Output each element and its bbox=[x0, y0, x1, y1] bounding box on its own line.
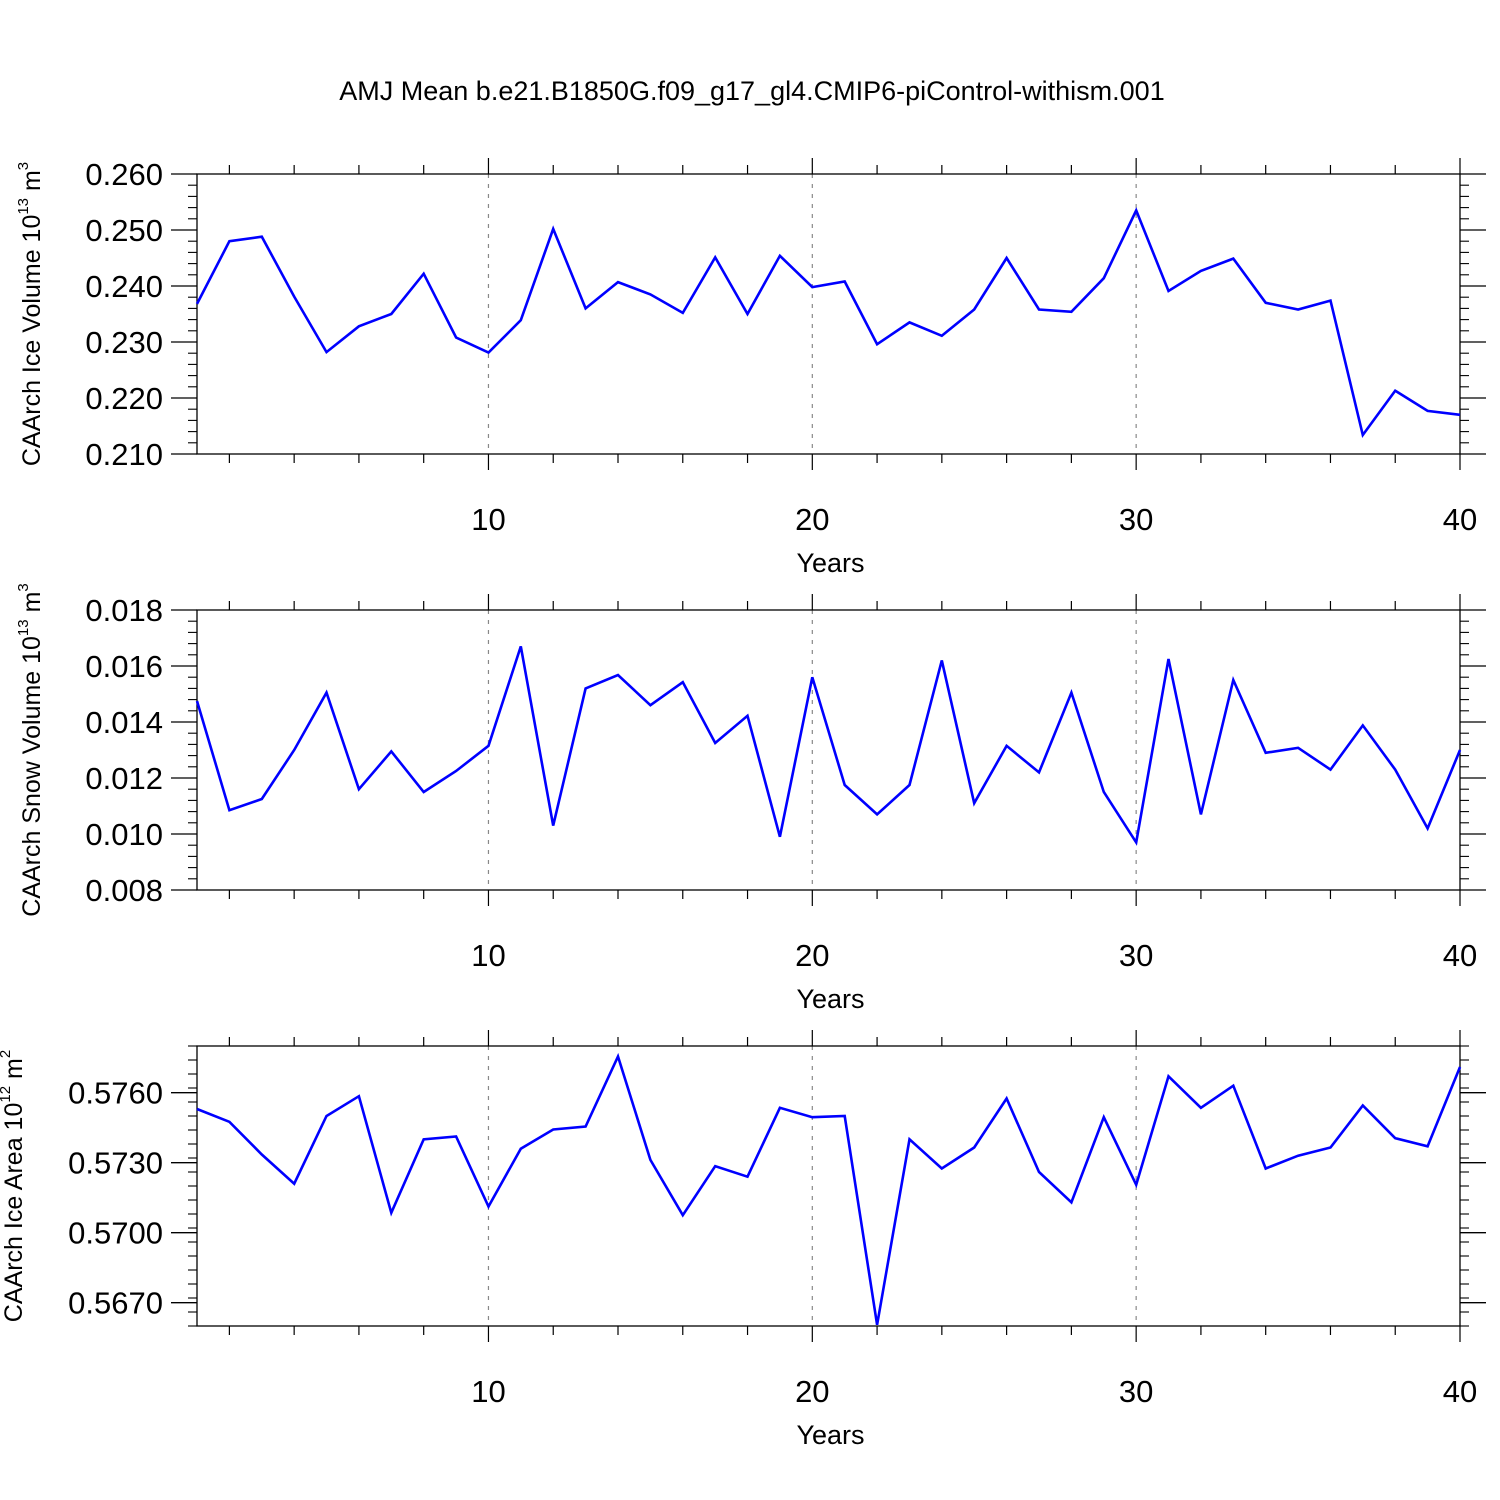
panel-2: 10 20 30 40 0.008 0.010 0.012 0.014 0.016 0.018 Ye… bbox=[15, 583, 1486, 1014]
x-axis-label: Years bbox=[796, 1420, 864, 1450]
y-tick-label: 0.014 bbox=[85, 705, 163, 740]
y-tick-label: 0.5670 bbox=[68, 1286, 163, 1321]
x-tick-label: 10 bbox=[471, 938, 505, 973]
plot-frame bbox=[196, 609, 1461, 891]
x-axis-label: Years bbox=[796, 984, 864, 1014]
y-tick-label: 0.240 bbox=[85, 269, 163, 304]
y-axis-label: CAArch Ice Volume 1013 m3 bbox=[15, 162, 46, 466]
plot-frame bbox=[196, 173, 1461, 455]
x-tick-label: 30 bbox=[1119, 502, 1153, 537]
y-tick-label: 0.5760 bbox=[68, 1076, 163, 1111]
y-tick-label: 0.5700 bbox=[68, 1216, 163, 1251]
series-line bbox=[195, 207, 1461, 439]
plot-frame bbox=[196, 1045, 1461, 1327]
panel-1: 10 20 30 40 0.210 0.220 0.230 0.240 0.250 0.260 Ye… bbox=[15, 157, 1486, 578]
y-tick-label: 0.210 bbox=[85, 437, 163, 472]
figure-title: AMJ Mean b.e21.B1850G.f09_g17_gl4.CMIP6-… bbox=[339, 76, 1164, 106]
x-tick-label: 40 bbox=[1443, 502, 1477, 537]
x-tick-label: 10 bbox=[471, 502, 505, 537]
y-axis-label: CAArch Ice Area 1012 m2 bbox=[0, 1050, 28, 1322]
y-tick-label: 0.012 bbox=[85, 761, 163, 796]
x-tick-label: 20 bbox=[795, 938, 829, 973]
series-line bbox=[195, 645, 1462, 846]
y-tick-label: 0.008 bbox=[85, 873, 163, 908]
x-axis-label: Years bbox=[796, 548, 864, 578]
series-line bbox=[196, 1052, 1462, 1326]
y-tick-label: 0.250 bbox=[85, 213, 163, 248]
y-tick-label: 0.220 bbox=[85, 381, 163, 416]
y-axis-label: CAArch Snow Volume 1013 m3 bbox=[15, 583, 46, 917]
x-tick-label: 30 bbox=[1119, 1374, 1153, 1409]
x-tick-label: 40 bbox=[1443, 1374, 1477, 1409]
x-tick-label: 10 bbox=[471, 1374, 505, 1409]
x-tick-label: 30 bbox=[1119, 938, 1153, 973]
y-tick-label: 0.018 bbox=[85, 593, 163, 628]
y-tick-label: 0.010 bbox=[85, 817, 163, 852]
x-tick-label: 20 bbox=[795, 502, 829, 537]
y-tick-label: 0.016 bbox=[85, 649, 163, 684]
x-tick-label: 20 bbox=[795, 1374, 829, 1409]
y-tick-label: 0.260 bbox=[85, 157, 163, 192]
panel-3: 10 20 30 40 0.5670 0.5700 0.5730 0.5760 Years CAA… bbox=[0, 1030, 1486, 1450]
y-tick-label: 0.5730 bbox=[68, 1146, 163, 1181]
x-tick-label: 40 bbox=[1443, 938, 1477, 973]
y-tick-label: 0.230 bbox=[85, 325, 163, 360]
